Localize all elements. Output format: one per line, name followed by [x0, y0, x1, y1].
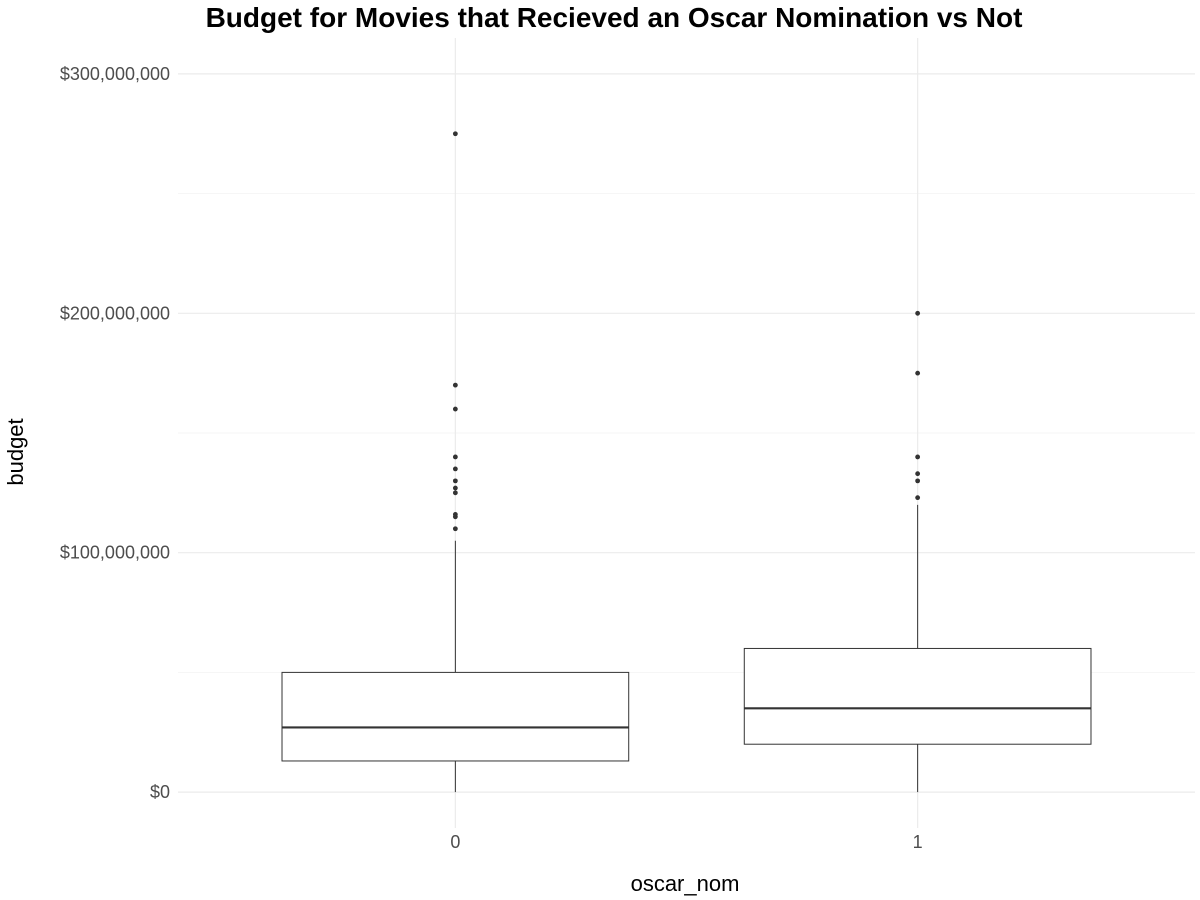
box-1	[743, 310, 1092, 793]
y-tick-label: $0	[150, 782, 170, 802]
y-axis-title: budget	[3, 418, 28, 485]
outlier-point	[452, 511, 458, 517]
outlier-point	[452, 526, 458, 532]
outlier-point	[915, 478, 921, 484]
outlier-point	[452, 406, 458, 412]
iqr-box	[743, 647, 1092, 745]
outlier-point	[452, 466, 458, 472]
outlier-point	[452, 485, 458, 491]
outlier-point	[452, 490, 458, 496]
boxes-layer	[281, 131, 1092, 793]
x-tick-label: 1	[913, 832, 923, 852]
y-tick-label: $200,000,000	[60, 303, 170, 323]
outlier-point	[452, 382, 458, 388]
x-tick-label: 0	[450, 832, 460, 852]
outlier-point	[915, 454, 921, 460]
box-0	[281, 131, 630, 793]
y-tick-label: $300,000,000	[60, 64, 170, 84]
outlier-point	[915, 471, 921, 477]
ticks-layer: $0 $100,000,000 $200,000,000 $300,000,000 0 1	[60, 64, 923, 852]
outlier-point	[452, 131, 458, 137]
grid-layer	[178, 38, 1195, 828]
outlier-point	[915, 495, 921, 501]
x-axis-title: oscar_nom	[631, 871, 740, 896]
y-tick-label: $100,000,000	[60, 543, 170, 563]
iqr-box	[281, 671, 630, 762]
outlier-point	[915, 310, 921, 316]
outlier-point	[915, 370, 921, 376]
outlier-point	[452, 454, 458, 460]
outlier-point	[452, 478, 458, 484]
chart-title: Budget for Movies that Recieved an Oscar…	[206, 2, 1023, 33]
